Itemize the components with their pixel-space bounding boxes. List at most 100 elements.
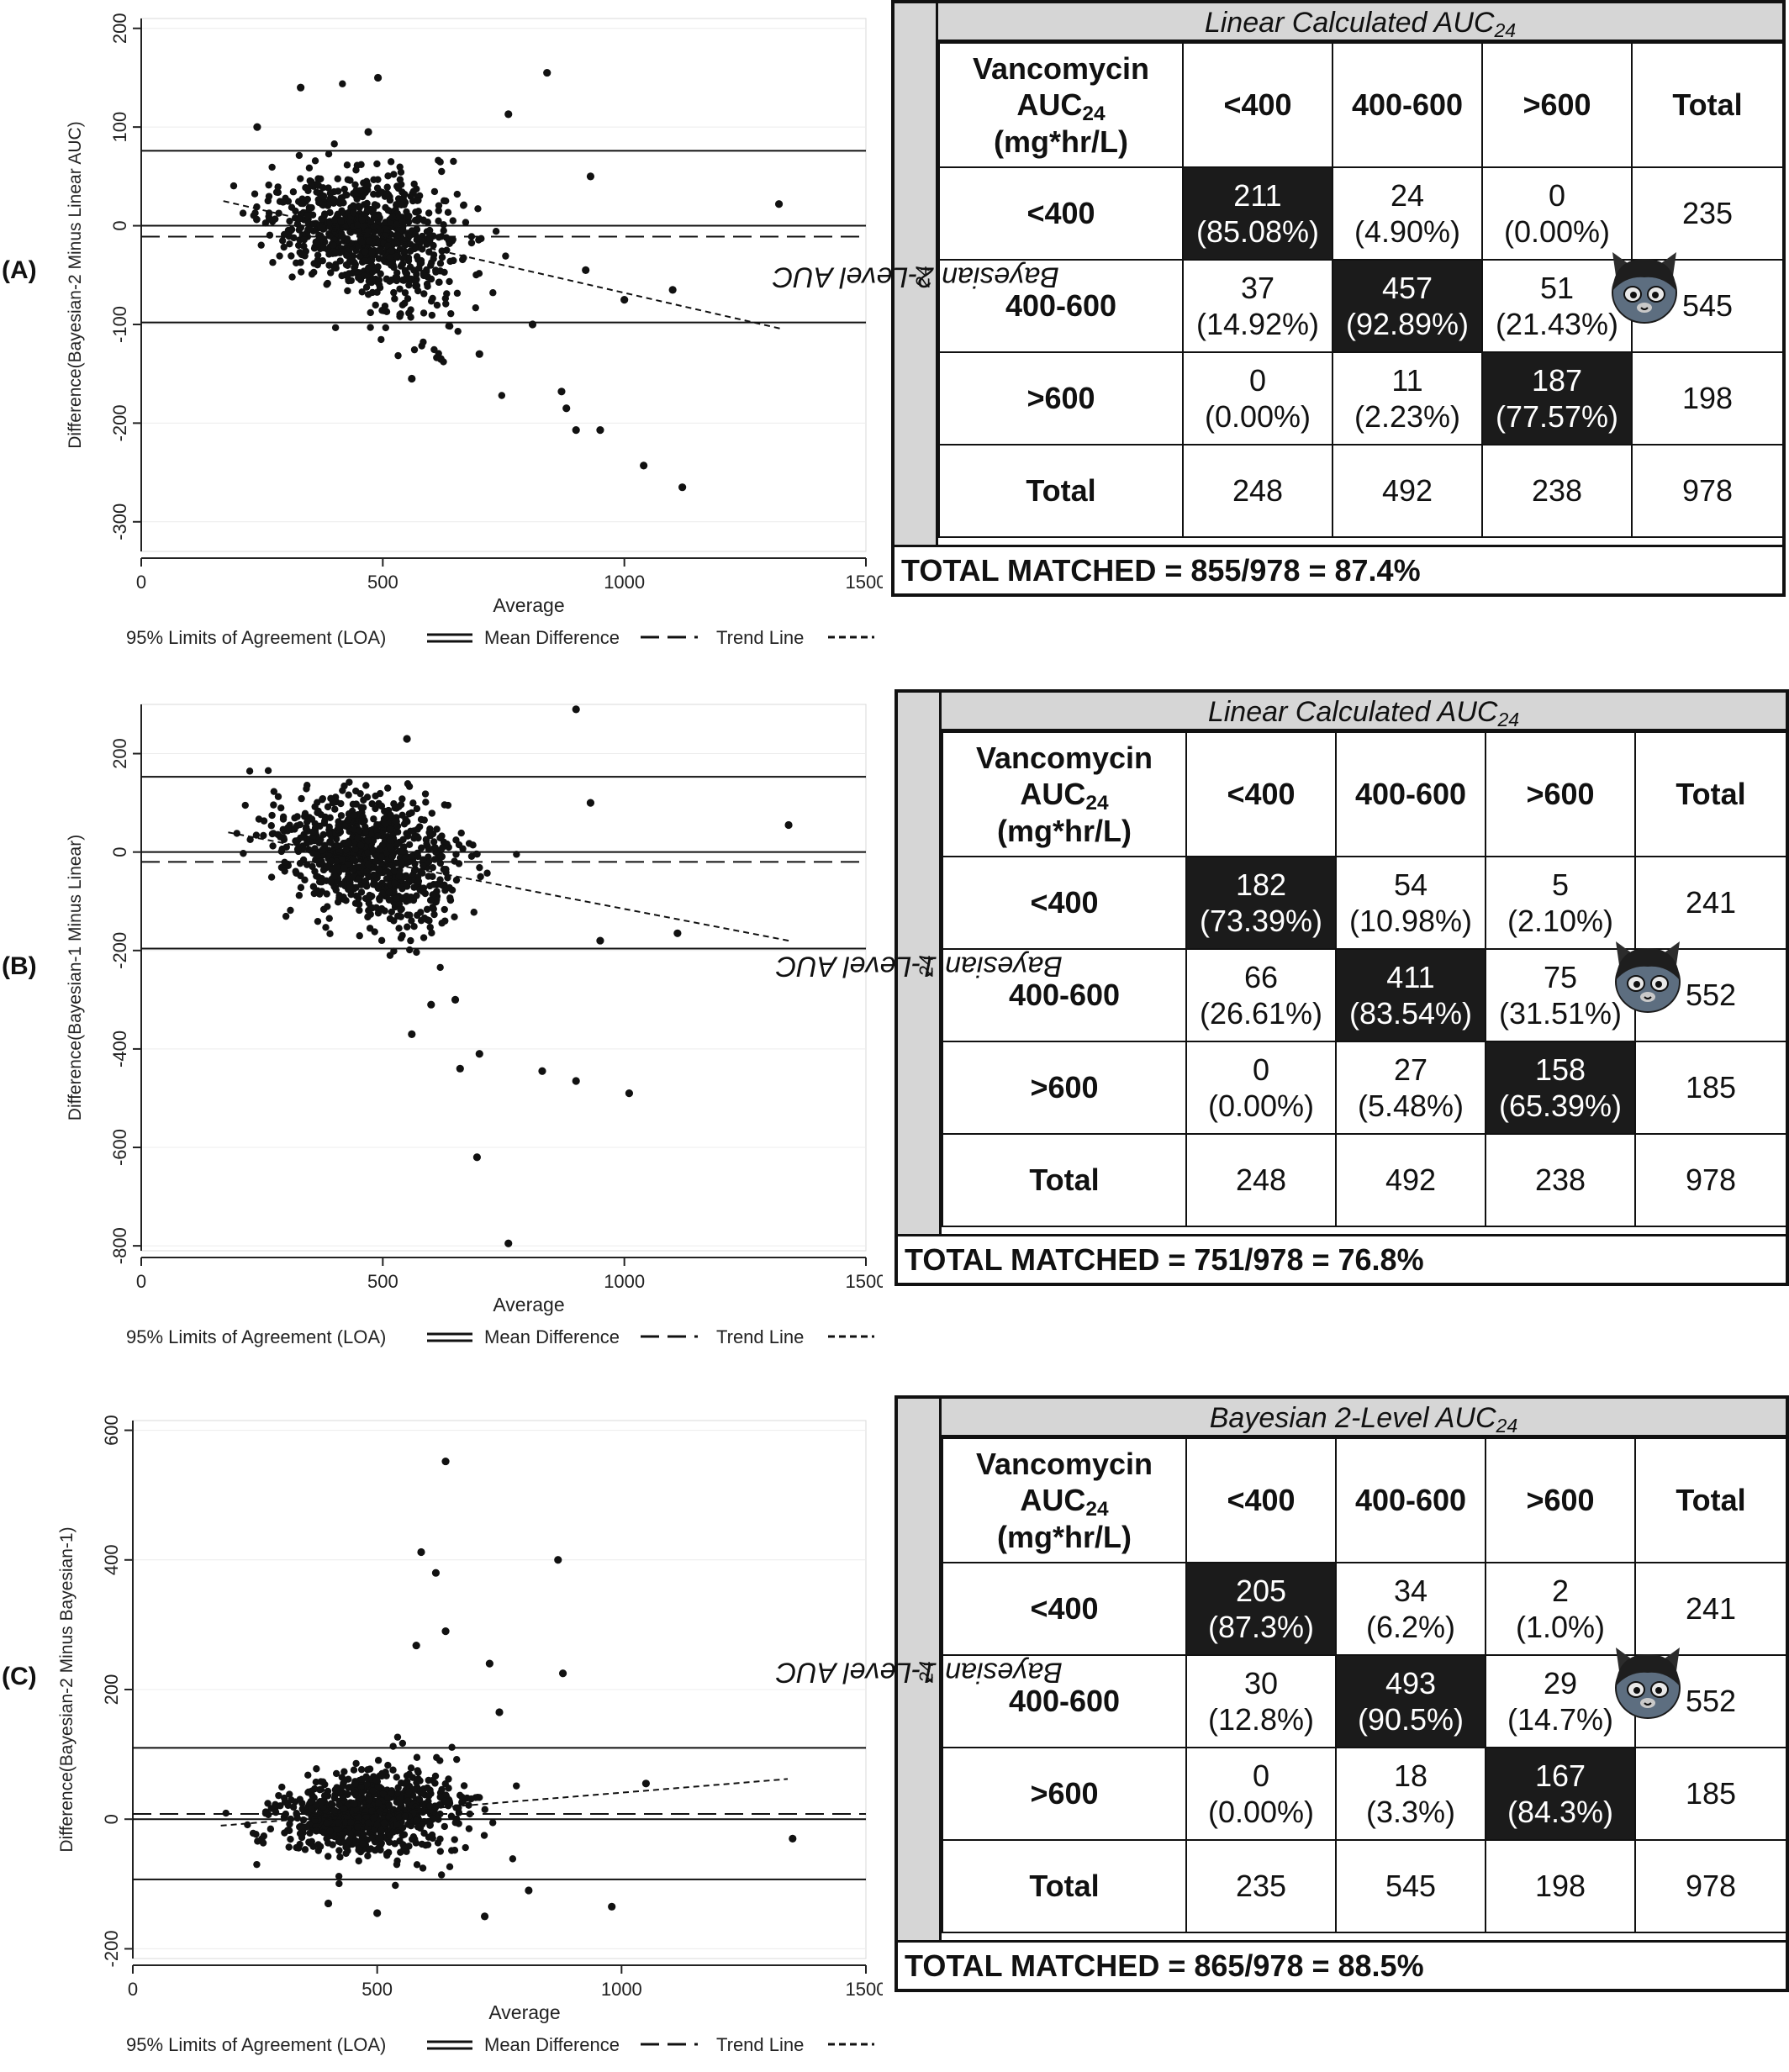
data-point	[374, 1844, 383, 1852]
data-point	[420, 1829, 428, 1837]
data-point	[377, 936, 386, 945]
data-point	[356, 932, 363, 940]
data-point	[413, 1816, 420, 1825]
y-tick-label: 200	[101, 1674, 122, 1706]
cell-percent: (77.57%)	[1495, 399, 1619, 434]
data-point	[784, 820, 793, 830]
data-point	[391, 295, 398, 303]
data-point	[354, 221, 361, 229]
data-point	[296, 859, 304, 867]
cartoon-cat-sticker-icon	[1607, 1642, 1688, 1723]
data-point	[443, 290, 451, 298]
data-point	[440, 227, 447, 235]
data-point	[303, 818, 311, 826]
data-point	[327, 839, 335, 846]
cell-count: 66	[1243, 959, 1279, 994]
data-point	[408, 374, 416, 383]
data-point	[404, 923, 411, 931]
data-point	[309, 828, 317, 836]
data-point	[436, 1835, 444, 1843]
cell-percent: (73.39%)	[1199, 904, 1323, 938]
data-point	[277, 1802, 284, 1810]
y-tick-label: 0	[101, 1814, 122, 1824]
data-point	[430, 255, 437, 263]
data-point	[495, 1708, 504, 1716]
data-point	[308, 203, 315, 212]
data-point	[301, 876, 309, 884]
panel-a: (A) 200 100 0 -100 -200 -300 0 500 1000 1500 Avera…	[0, 0, 1789, 679]
data-point	[297, 883, 305, 892]
data-point	[314, 1841, 322, 1848]
corner-line: Vancomycin	[975, 741, 1153, 776]
legend-trend-label: Trend Line	[716, 627, 804, 648]
data-point	[331, 873, 339, 881]
column-header: Total	[1634, 731, 1787, 857]
table-cell: 27 (5.48%)	[1335, 1041, 1486, 1135]
data-point	[281, 858, 288, 866]
data-point	[356, 789, 364, 798]
data-point	[417, 909, 425, 916]
table-cell: 18 (3.3%)	[1335, 1747, 1486, 1841]
data-point	[364, 861, 372, 869]
contingency-table-a: Bayesian 2-Level AUC 24 Linear Calculated…	[772, 0, 1786, 597]
cell-percent: (0.00%)	[1207, 1089, 1315, 1123]
data-point	[459, 256, 467, 264]
x-tick-label: 1500	[846, 1979, 883, 2000]
data-point	[387, 158, 395, 166]
data-point	[301, 1846, 309, 1853]
data-point	[288, 252, 295, 260]
top-title: Linear Calculated AUC24	[942, 693, 1786, 731]
data-point	[420, 309, 428, 317]
data-point	[392, 1881, 399, 1890]
top-title: Bayesian 2-Level AUC24	[942, 1399, 1786, 1437]
cell-percent: (87.3%)	[1207, 1610, 1315, 1644]
data-point	[404, 295, 412, 303]
data-point	[396, 285, 404, 293]
data-point	[341, 224, 350, 231]
corner-header: Vancomycin AUC24 (mg*hr/L)	[942, 731, 1187, 857]
data-point	[416, 1777, 424, 1785]
data-point	[393, 201, 400, 208]
data-point	[370, 815, 377, 823]
corner-line: (mg*hr/L)	[997, 1519, 1132, 1554]
data-point	[401, 854, 409, 862]
cell-percent: (14.7%)	[1507, 1702, 1614, 1737]
data-point	[436, 158, 444, 166]
data-point	[382, 324, 390, 332]
data-point	[254, 1837, 261, 1845]
data-point	[367, 308, 374, 317]
data-point	[337, 799, 345, 808]
legend-trend-label: Trend Line	[716, 1326, 804, 1347]
data-point	[372, 804, 379, 813]
data-point	[451, 1847, 459, 1854]
data-point	[287, 1815, 294, 1823]
contingency-table-b: Bayesian 1-Level AUC 24 Linear Calculated…	[775, 689, 1789, 1286]
data-point	[373, 821, 381, 829]
data-point	[335, 822, 342, 830]
data-point	[297, 175, 304, 182]
matched-cell: 182 (73.39%)	[1185, 856, 1337, 950]
data-point	[294, 241, 303, 250]
data-point	[678, 483, 687, 492]
data-point	[430, 241, 437, 250]
trend-line	[220, 1778, 789, 1827]
data-point	[267, 873, 276, 881]
data-point	[452, 851, 460, 858]
side-title: Bayesian 1-Level AUC 24	[775, 693, 1062, 1238]
data-point	[306, 225, 314, 233]
data-point	[405, 841, 414, 849]
data-point	[377, 853, 385, 862]
data-point	[452, 836, 460, 844]
cell-percent: (0.00%)	[1204, 399, 1311, 434]
cell-count: 493	[1385, 1665, 1437, 1700]
data-point	[398, 1739, 407, 1748]
data-point	[328, 866, 335, 873]
data-point	[429, 864, 436, 872]
data-point	[332, 857, 340, 865]
x-tick-label: 500	[367, 1271, 398, 1292]
data-point	[260, 831, 267, 840]
matched-cell: 493 (90.5%)	[1335, 1654, 1486, 1748]
data-point	[458, 1793, 466, 1801]
data-point	[447, 1812, 456, 1820]
data-point	[452, 876, 461, 884]
